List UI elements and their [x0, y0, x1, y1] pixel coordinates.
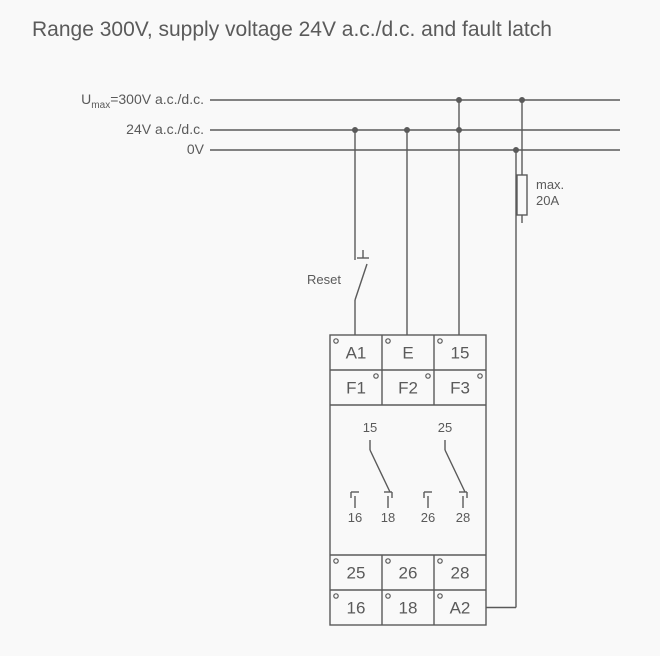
- svg-text:24V a.c./d.c.: 24V a.c./d.c.: [126, 121, 204, 137]
- svg-text:18: 18: [399, 599, 418, 618]
- svg-text:25: 25: [438, 420, 452, 435]
- svg-text:Umax=300V a.c./d.c.: Umax=300V a.c./d.c.: [81, 91, 204, 111]
- svg-text:28: 28: [456, 510, 470, 525]
- svg-text:26: 26: [421, 510, 435, 525]
- svg-text:16: 16: [347, 599, 366, 618]
- wiring-diagram: Umax=300V a.c./d.c. 24V a.c./d.c. 0V A1 E 15 F…: [0, 0, 660, 656]
- svg-text:18: 18: [381, 510, 395, 525]
- svg-text:16: 16: [348, 510, 362, 525]
- svg-text:F1: F1: [346, 379, 366, 398]
- svg-text:15: 15: [451, 344, 470, 363]
- svg-text:max.: max.: [536, 177, 564, 192]
- svg-text:20A: 20A: [536, 193, 559, 208]
- svg-text:A2: A2: [450, 599, 471, 618]
- svg-text:A1: A1: [346, 344, 367, 363]
- svg-text:E: E: [402, 344, 413, 363]
- svg-text:28: 28: [451, 564, 470, 583]
- svg-text:F3: F3: [450, 379, 470, 398]
- svg-text:F2: F2: [398, 379, 418, 398]
- svg-text:26: 26: [399, 564, 418, 583]
- svg-text:25: 25: [347, 564, 366, 583]
- svg-text:Reset: Reset: [307, 272, 341, 287]
- svg-text:0V: 0V: [187, 141, 205, 157]
- svg-text:15: 15: [363, 420, 377, 435]
